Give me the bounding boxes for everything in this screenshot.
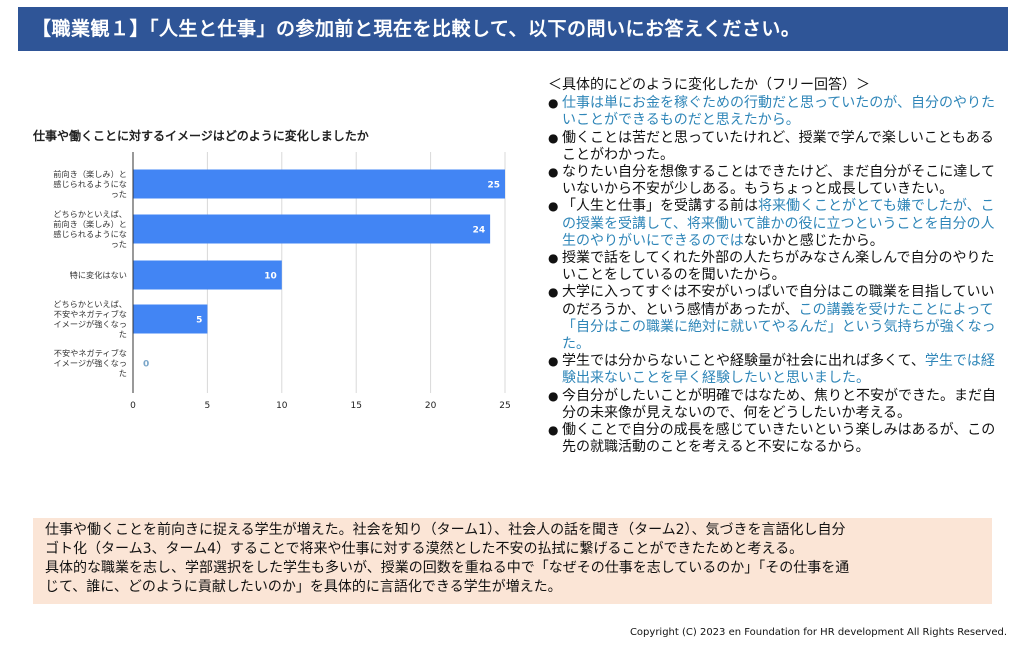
answer-text: 仕事は単にお金を稼ぐための行動だと思っていたのが、自分のやりたいことができるもの… <box>562 95 998 129</box>
category-label-line: イメージが強くなっ <box>53 358 127 368</box>
bullet-icon: ● <box>548 388 559 403</box>
answer-item: ● 働くことで自分の成長を感じていきたいという楽しみはあるが、この先の就職活動のこ… <box>548 422 998 456</box>
category-label: どちらかといえば、不安やネガティブなイメージが強くなった <box>53 299 127 339</box>
answer-text-highlight: 学生では経験出来ないことを早く経験したいと思いました。 <box>562 353 995 387</box>
category-label-line: どちらかといえば、 <box>53 299 127 309</box>
answer-item: ● なりたい自分を想像することはできたけど、まだ自分がそこに達していないから不安が… <box>548 164 998 198</box>
x-tick-label: 25 <box>499 401 510 411</box>
summary-box: 仕事や働くことを前向きに捉える学生が増えた。社会を知り（ターム1）、社会人の話を… <box>33 518 992 604</box>
x-tick-label: 10 <box>276 401 288 411</box>
bullet-icon: ● <box>548 423 559 438</box>
category-label-line: た <box>119 329 127 339</box>
category-label-line: どちらかといえば、 <box>53 209 127 219</box>
answer-item: ● 働くことは苦だと思っていたけれど、授業で学んで楽しいこともあることがわかった。 <box>548 130 998 164</box>
x-tick-label: 5 <box>205 401 211 411</box>
bar <box>133 260 282 290</box>
category-label: 特に変化はない <box>70 270 127 280</box>
bullet-icon: ● <box>548 130 559 145</box>
answer-text-segment: 働くことは苦だと思っていたけれど、授業で学んで楽しいこともあることがわかった。 <box>562 129 994 163</box>
answer-item: ● 今自分がしたいことが明確ではなため、焦りと不安ができた。まだ自分の未来像が見え… <box>548 388 998 422</box>
answer-item: ● 仕事は単にお金を稼ぐための行動だと思っていたのが、自分のやりたいことができるも… <box>548 95 998 129</box>
page-title: 【職業観１】「人生と仕事」の参加前と現在を比較して、以下の問いにお答えください。 <box>32 18 801 40</box>
bar-value-label: 0 <box>143 360 149 370</box>
category-label: 不安やネガティブなイメージが強くなった <box>53 348 127 378</box>
answer-text: 働くことは苦だと思っていたけれど、授業で学んで楽しいこともあることがわかった。 <box>562 130 998 164</box>
summary-line: 仕事や働くことを前向きに捉える学生が増えた。社会を知り（ターム1）、社会人の話を… <box>45 522 846 538</box>
bullet-icon: ● <box>548 285 559 300</box>
answer-text: 大学に入ってすぐは不安がいっぱいで自分はこの職業を目指していいのだろうか、という… <box>562 284 998 353</box>
answer-text-segment: 学生では分からないことや経験量が社会に出れば多くて、 <box>562 353 925 370</box>
category-label-line: 前向き（楽しみ）と <box>53 169 127 179</box>
free-answers-panel: ＜具体的にどのように変化したか（フリー回答）＞ ● 仕事は単にお金を稼ぐための行動… <box>548 77 998 456</box>
bullet-icon: ● <box>548 354 559 369</box>
bar-value-label: 10 <box>264 272 277 282</box>
answer-text-segment: 今自分がしたいことが明確ではなため、焦りと不安ができた。まだ自分の未来像が見えな… <box>562 387 996 421</box>
category-label-line: 感じられるようにな <box>53 229 127 239</box>
page-header: 【職業観１】「人生と仕事」の参加前と現在を比較して、以下の問いにお答えください。 <box>18 7 1008 51</box>
summary-line: 具体的な職業を志し、学部選択をした学生も多いが、授業の回数を重ねる中で「なぜその… <box>45 560 850 576</box>
answer-text-highlight: この講義を受けたことによって「自分はこの職業に絶対に就いてやるんだ」という気持ち… <box>562 301 996 353</box>
chart-category-labels: 前向き（楽しみ）と感じられるようになったどちらかといえば、前向き（楽しみ）と感じ… <box>53 169 127 378</box>
category-label-line: イメージが強くなっ <box>53 319 127 329</box>
summary-line: ゴト化（ターム3、ターム4）することで将来や仕事に対する漠然とした不安の払拭に繋… <box>45 541 804 557</box>
answer-text-segment: 授業で話をしてくれた外部の人たちがみなさん楽しんで自分のやりたいことをしているの… <box>562 250 995 284</box>
bullet-icon: ● <box>548 96 559 111</box>
bullet-icon: ● <box>548 199 559 214</box>
answer-text-segment: 大学に入ってすぐは不安がいっぱいで自分はこの職業を目指していいのだろうか、という… <box>562 284 995 318</box>
bar <box>133 169 505 199</box>
answer-text-segment: 「人生と仕事」を受講する前は <box>562 198 758 215</box>
answer-text-segment: ないかと感じたから。 <box>743 232 884 249</box>
category-label-line: た <box>119 368 127 378</box>
category-label-line: 前向き（楽しみ）と <box>53 219 127 229</box>
bar <box>133 304 208 334</box>
answer-text-highlight: 将来働くことがとても嫌でしたが、この授業を受講して、将来働いて誰かの役に立つとい… <box>562 198 995 249</box>
chart-tick-labels: 0 5 10 15 20 25 <box>130 401 511 411</box>
bar <box>133 214 491 244</box>
chart-title: 仕事や働くことに対するイメージはどのように変化しましたか <box>33 129 369 143</box>
answer-text-segment: 働くことで自分の成長を感じていきたいという楽しみはあるが、この先の就職活動のこと… <box>562 422 996 456</box>
chart-bars: 25 24 10 5 0 <box>133 169 505 370</box>
answer-text: 今自分がしたいことが明確ではなため、焦りと不安ができた。まだ自分の未来像が見えな… <box>562 388 998 422</box>
x-tick-label: 0 <box>130 401 136 411</box>
category-label: 前向き（楽しみ）と感じられるようになった <box>53 169 127 199</box>
bar-value-label: 24 <box>473 226 486 236</box>
answer-item: ● 授業で話をしてくれた外部の人たちがみなさん楽しんで自分のやりたいことをしている… <box>548 250 998 284</box>
x-tick-label: 20 <box>425 401 437 411</box>
category-label-line: った <box>111 189 127 199</box>
answer-item: ● 学生では分からないことや経験量が社会に出れば多くて、学生では経験出来ないことを… <box>548 353 998 387</box>
answer-text: 働くことで自分の成長を感じていきたいという楽しみはあるが、この先の就職活動のこと… <box>562 422 998 456</box>
bullet-icon: ● <box>548 251 559 266</box>
bullet-icon: ● <box>548 165 559 180</box>
category-label-line: った <box>111 239 127 249</box>
answer-text: 授業で話をしてくれた外部の人たちがみなさん楽しんで自分のやりたいことをしているの… <box>562 250 998 284</box>
answer-text: 学生では分からないことや経験量が社会に出れば多くて、学生では経験出来ないことを早… <box>562 353 998 387</box>
free-answers-heading: ＜具体的にどのように変化したか（フリー回答）＞ <box>548 77 870 93</box>
copyright-notice: Copyright (C) 2023 en Foundation for HR … <box>629 627 1007 638</box>
answer-text-highlight: 仕事は単にお金を稼ぐための行動だと思っていたのが、自分のやりたいことができるもの… <box>562 95 996 129</box>
category-label-line: 不安やネガティブな <box>54 309 127 319</box>
category-label-line: 特に変化はない <box>70 270 127 280</box>
bar-value-label: 25 <box>487 181 500 191</box>
answer-text: 「人生と仕事」を受講する前は将来働くことがとても嫌でしたが、この授業を受講して、… <box>562 198 998 250</box>
answer-item: ● 「人生と仕事」を受講する前は将来働くことがとても嫌でしたが、この授業を受講して… <box>548 198 998 250</box>
category-label-line: 感じられるようにな <box>53 179 127 189</box>
summary-line: じて、誰に、どのように貢献したいのか」を具体的に言語化できる学生が増えた。 <box>45 579 562 595</box>
x-tick-label: 15 <box>350 401 361 411</box>
category-label: どちらかといえば、前向き（楽しみ）と感じられるようになった <box>53 209 127 249</box>
bar-value-label: 5 <box>196 316 202 326</box>
answer-text-segment: なりたい自分を想像することはできたけど、まだ自分がそこに達していないから不安が少… <box>562 164 995 198</box>
free-answers-list: ● 仕事は単にお金を稼ぐための行動だと思っていたのが、自分のやりたいことができるも… <box>548 95 998 456</box>
answer-text: なりたい自分を想像することはできたけど、まだ自分がそこに達していないから不安が少… <box>562 164 998 198</box>
category-label-line: 不安やネガティブな <box>54 348 127 358</box>
answer-item: ● 大学に入ってすぐは不安がいっぱいで自分はこの職業を目指していいのだろうか、とい… <box>548 284 998 353</box>
